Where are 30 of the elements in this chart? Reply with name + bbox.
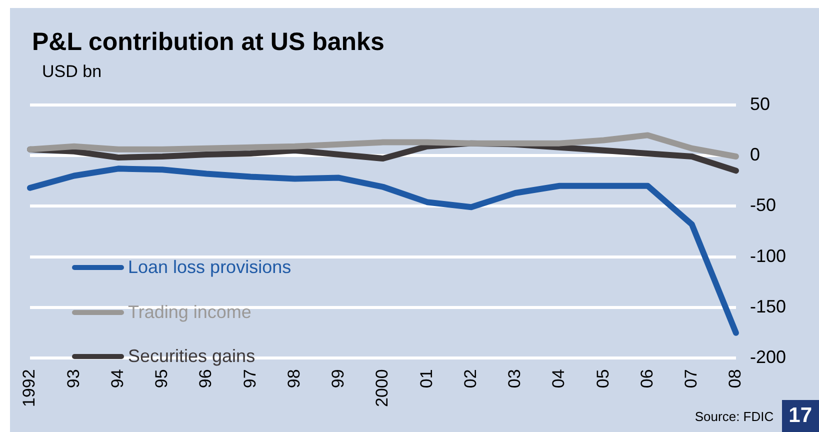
x-tick-label: 99	[328, 369, 348, 388]
y-axis-title: USD bn	[42, 62, 102, 82]
x-tick-label: 04	[549, 369, 568, 388]
x-tick-label: 06	[637, 369, 656, 388]
x-tick-label: 95	[152, 369, 172, 388]
source-note: Source: FDIC	[694, 408, 774, 424]
x-tick-label: 94	[108, 369, 127, 388]
x-tick-label: 08	[726, 369, 745, 388]
legend-label: Securities gains	[128, 346, 256, 367]
x-tick-label: 96	[196, 369, 216, 388]
y-tick-label: -200	[750, 347, 786, 368]
legend-label: Trading income	[128, 302, 252, 322]
x-tick-label: 98	[284, 369, 304, 388]
x-tick-label: 05	[593, 369, 612, 388]
x-tick-label: 93	[64, 369, 83, 388]
text: 17	[782, 400, 819, 432]
x-tick-label: 02	[460, 369, 480, 388]
x-tick-label: 1992	[20, 369, 39, 408]
x-tick-label: 03	[505, 369, 524, 388]
legend-label: Loan loss provisions	[128, 257, 292, 278]
y-tick-label: -150	[750, 296, 786, 316]
y-tick-label: -50	[750, 195, 776, 216]
x-tick-label: 07	[682, 369, 701, 388]
x-tick-label: 97	[240, 369, 260, 388]
chart-title: P&L contribution at US banks	[32, 28, 384, 57]
y-tick-label: 0	[750, 144, 760, 164]
x-tick-label: 01	[416, 369, 436, 388]
y-tick-label: -100	[750, 246, 786, 266]
y-tick-label: 50	[750, 94, 770, 114]
x-tick-label: 2000	[372, 369, 392, 408]
